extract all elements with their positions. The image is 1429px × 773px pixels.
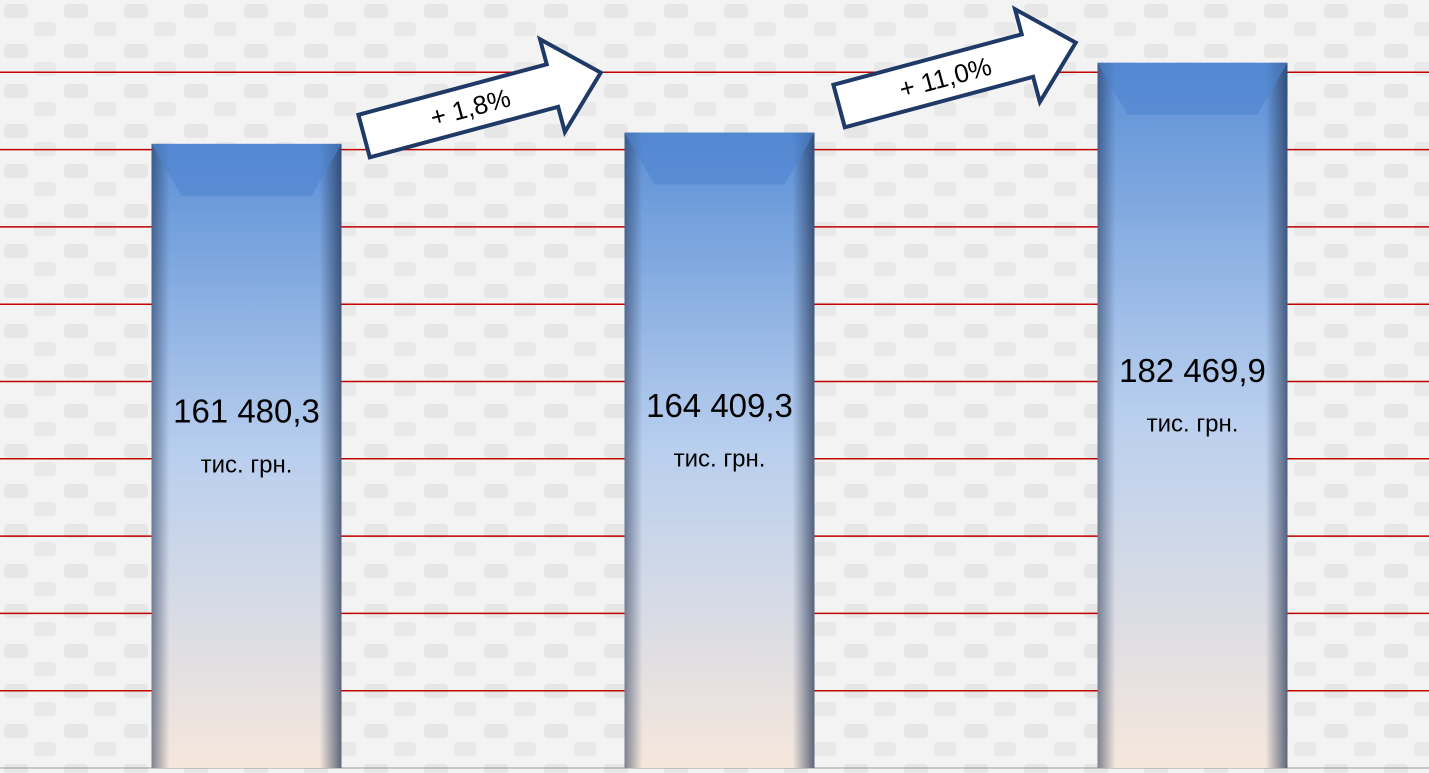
value-label: 182 469,9 [1119,352,1266,389]
unit-label: тис. грн. [1147,411,1239,438]
arrow-shape [355,35,604,160]
bar [151,143,342,768]
bar-bevel [792,132,815,769]
bar-bevel [151,143,170,768]
bar-bevel [151,143,342,196]
bar-bevel [319,143,342,768]
bar-bevel [624,132,643,769]
unit-label: тис. грн. [674,446,766,473]
growth-arrow: + 11,0% [830,5,1079,130]
bar-bevel [1097,62,1116,768]
bar [1097,62,1288,768]
unit-label: тис. грн. [201,451,293,478]
bar-bevel [624,132,815,185]
bar-bevel [1097,62,1288,115]
growth-arrow: + 1,8% [355,35,604,160]
bar [624,132,815,769]
arrow-shape [830,5,1079,130]
value-label: 164 409,3 [646,387,793,424]
bar-bevel [1265,62,1288,768]
value-label: 161 480,3 [173,393,320,430]
